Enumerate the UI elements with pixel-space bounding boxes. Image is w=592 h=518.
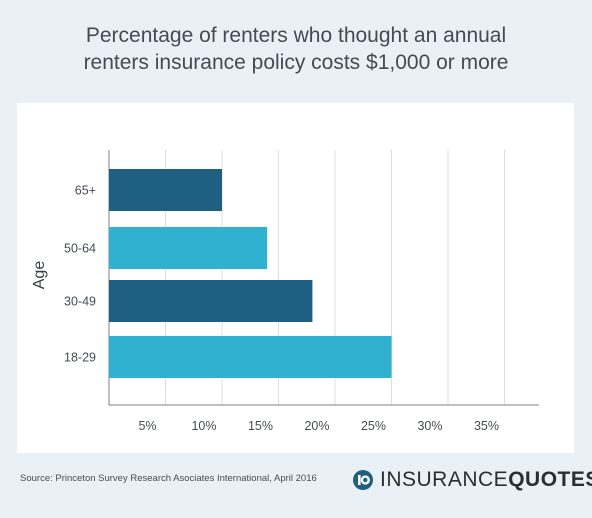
bar-30-49 [109,280,313,322]
title-line-2: renters insurance policy costs $1,000 or… [83,51,509,74]
y-axis-label: Age [31,261,48,290]
logo-wordmark: INSURANCEQUOTES [380,468,592,492]
y-tick-label: 65+ [75,184,96,198]
logo-text-insurance: INSURANCE [380,468,509,491]
bar-65+ [109,169,222,211]
x-tick-label: 15% [248,419,273,433]
x-tick-label: 35% [474,419,499,433]
title-line-1: Percentage of renters who thought an ann… [85,24,507,47]
x-tick-label: 20% [304,419,329,433]
y-tick-label: 30-49 [64,295,96,309]
logo-text-quotes: QUOTES [508,468,592,491]
chart-title: Percentage of renters who thought an ann… [0,22,592,76]
insurancequotes-logo: INSURANCEQUOTES [352,468,592,492]
y-tick-label: 18-29 [64,351,96,365]
x-tick-label: 5% [138,419,156,433]
chart-card: 5% 10% 15% 20% 25% 30% 35% 65+ 50-64 30-49 18-29 Ag… [17,103,574,453]
logo-mark-icon [353,470,373,490]
bar-18-29 [109,336,392,378]
x-tick-label: 30% [417,419,442,433]
bar-50-64 [109,227,268,269]
bar-chart: 5% 10% 15% 20% 25% 30% 35% 65+ 50-64 30-49 18-29 Ag… [31,150,539,433]
y-tick-label: 50-64 [64,242,96,256]
source-note: Source: Princeton Survey Research Asocia… [20,473,317,484]
x-tick-label: 10% [191,419,216,433]
x-tick-label: 25% [361,419,386,433]
